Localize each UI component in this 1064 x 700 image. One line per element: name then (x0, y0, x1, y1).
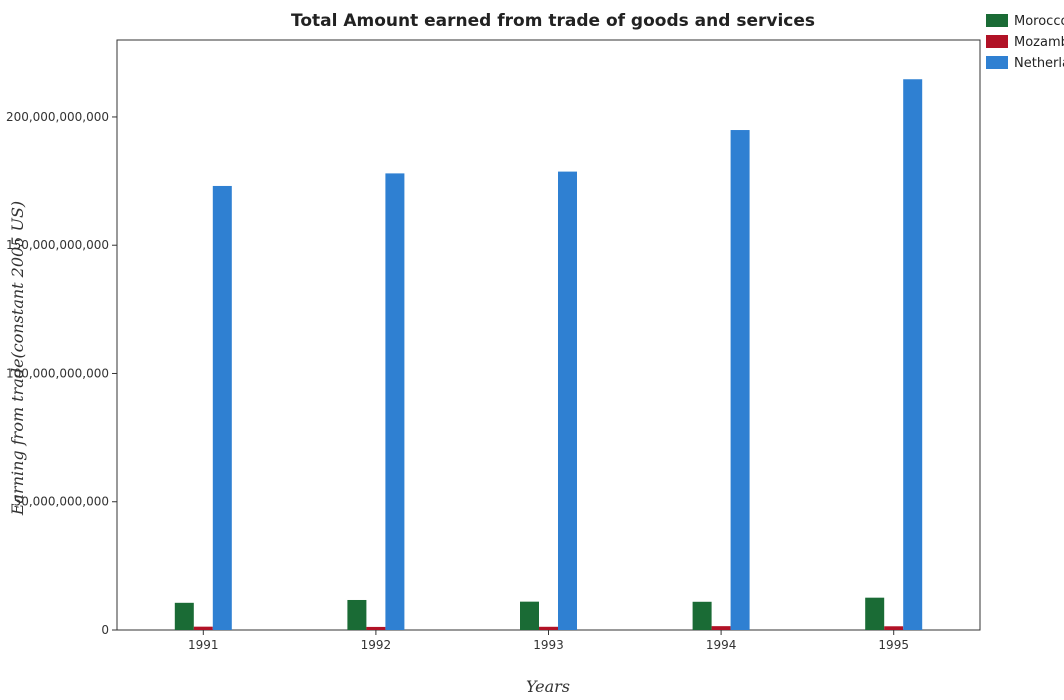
bar-netherlands-1993 (558, 171, 577, 631)
bar-netherlands-1991 (212, 185, 232, 630)
legend-swatch-netherlands (986, 56, 1008, 69)
x-tick-label: 1994 (706, 638, 737, 652)
bar-morocco-1991 (174, 602, 194, 630)
legend-label-netherlands: Netherlands (1014, 56, 1064, 71)
bar-netherlands-1992 (385, 173, 405, 631)
x-tick-label: 1995 (878, 638, 909, 652)
x-axis-ticks: 1991 1992 1993 1994 1995 (188, 630, 909, 652)
y-axis-label: Earning from trade(constant 2005 US) (8, 201, 27, 516)
x-axis-label: Years (526, 677, 570, 696)
bar-netherlands-1994 (730, 130, 750, 630)
x-tick-label: 1993 (533, 638, 564, 652)
bar-netherlands-1995 (903, 79, 923, 631)
x-tick-label: 1991 (188, 638, 219, 652)
plot-frame (116, 39, 981, 631)
chart-title: Total Amount earned from trade of goods … (291, 11, 815, 31)
bar-mozambique-1995 (884, 626, 904, 630)
bars (174, 79, 923, 631)
legend-swatch-mozambique (986, 35, 1008, 48)
x-tick-label: 1992 (361, 638, 392, 652)
legend-label-mozambique: Mozambique (1014, 35, 1064, 50)
plot-border (116, 39, 981, 631)
legend-label-morocco: Morocco (1014, 14, 1064, 29)
bar-mozambique-1992 (366, 626, 386, 630)
bar-morocco-1994 (692, 601, 712, 630)
bar-morocco-1995 (865, 597, 885, 630)
bar-morocco-1992 (347, 599, 367, 630)
y-axis-ticks: 0 50,000,000,000 100,000,000,000 150,000,00… (6, 110, 117, 637)
y-tick-label: 100,000,000,000 (6, 366, 109, 380)
legend: Morocco Mozambique Netherlands (986, 14, 1064, 71)
bar-mozambique-1994 (711, 626, 731, 630)
bar-mozambique-1993 (539, 626, 558, 630)
y-tick-label: 50,000,000,000 (14, 495, 109, 509)
bar-morocco-1993 (520, 601, 539, 630)
y-tick-label: 0 (101, 623, 109, 637)
legend-swatch-morocco (986, 14, 1008, 27)
y-tick-label: 200,000,000,000 (6, 110, 109, 124)
bar-mozambique-1991 (193, 626, 213, 630)
y-tick-label: 150,000,000,000 (6, 238, 109, 252)
